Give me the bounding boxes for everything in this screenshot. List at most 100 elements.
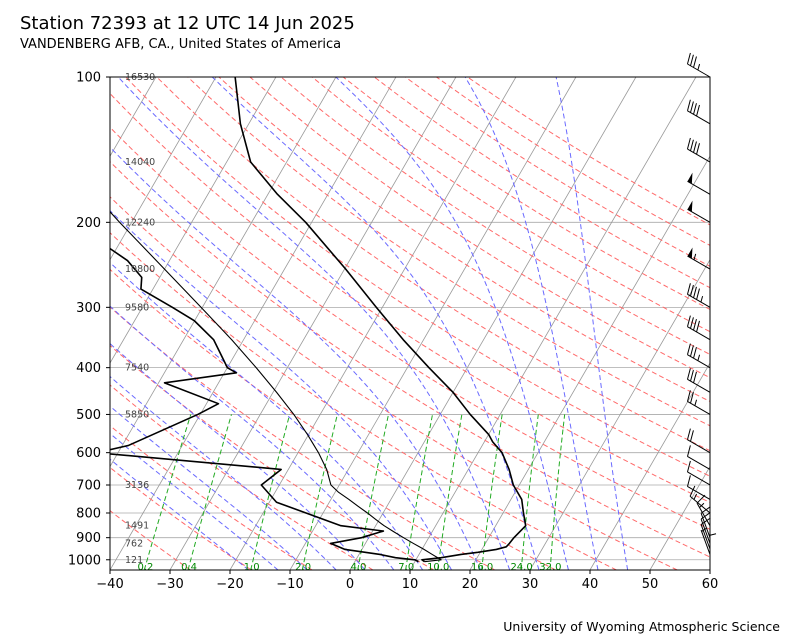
- y-tick-label: 500: [76, 408, 101, 423]
- y-tick-label: 400: [76, 361, 101, 376]
- parcel-profile-line: [110, 210, 442, 563]
- wind-barb-staff: [700, 529, 711, 555]
- dry-adiabat-line: [373, 77, 710, 289]
- x-tick-label: 60: [702, 577, 719, 592]
- wind-barb: [686, 390, 711, 415]
- x-tick-label: −30: [156, 577, 183, 592]
- wind-barb-full: [693, 56, 697, 68]
- wind-barb-staff: [687, 110, 711, 125]
- y-tick-label: 300: [76, 301, 101, 316]
- wind-barb: [686, 283, 711, 308]
- wind-barb: [709, 533, 717, 560]
- wind-barb: [686, 445, 711, 470]
- mixing-ratio-label: 0.2: [137, 562, 153, 573]
- y-tick-label: 1000: [68, 553, 101, 568]
- wind-barb: [700, 527, 711, 555]
- wind-barb-full: [686, 475, 691, 487]
- isotherm-line: [0, 77, 96, 570]
- isotherm-line: [469, 155, 710, 570]
- x-tick-label: 20: [462, 577, 479, 592]
- wind-barb-staff: [687, 354, 711, 369]
- wind-barb: [686, 99, 711, 125]
- y-tick-label: 700: [76, 478, 101, 493]
- wind-barb-full: [693, 371, 697, 383]
- dry-adiabat-line: [187, 77, 710, 427]
- wind-barb-full: [686, 315, 691, 327]
- moist-adiabat-line: [110, 432, 279, 570]
- y-tick-label: 900: [76, 531, 101, 546]
- mixing-ratio-label: 16.0: [471, 562, 493, 573]
- dry-adiabat-line: [280, 77, 710, 355]
- dewpoint-profile-line: [110, 247, 419, 563]
- moist-adiabat-line: [110, 458, 249, 570]
- moist-adiabat-line: [117, 77, 511, 570]
- wind-barb-staff: [687, 456, 711, 470]
- wind-barb-full: [686, 445, 691, 457]
- y-tick-label: 800: [76, 506, 101, 521]
- dry-adiabat-line: [110, 306, 495, 570]
- height-label: 5850: [125, 409, 149, 420]
- wind-barb: [686, 343, 711, 369]
- height-label: 1491: [125, 521, 149, 532]
- x-tick-label: 10: [402, 577, 419, 592]
- wind-barb-staff: [687, 208, 711, 223]
- wind-barb-staff: [687, 439, 711, 454]
- wind-barb-half: [693, 253, 697, 261]
- mixing-ratio-label: 10.0: [427, 562, 449, 573]
- moist-adiabat-line: [110, 146, 482, 570]
- wind-barb-staff: [687, 326, 711, 341]
- mixing-ratio-line: [143, 414, 192, 570]
- profile-layer: [110, 77, 527, 563]
- wind-barb-full: [696, 288, 700, 300]
- wind-barb-half: [701, 527, 708, 532]
- isotherm-line: [409, 77, 697, 570]
- wind-barb-full: [690, 369, 694, 382]
- x-tick-label: 0: [346, 577, 354, 592]
- dry-adiabat-line: [110, 466, 252, 570]
- wind-barb-staff: [687, 293, 711, 308]
- wind-barb-staff: [687, 378, 711, 393]
- dry-adiabat-line: [110, 196, 678, 570]
- mixing-ratio-label: 7.0: [398, 562, 414, 573]
- height-label: 762: [125, 538, 143, 549]
- isotherm-line: [229, 77, 517, 570]
- dry-adiabat-line: [342, 77, 710, 311]
- mixing-ratio-label: 2.0: [295, 562, 311, 573]
- moist-adiabat-line: [335, 77, 569, 570]
- temperature-profile-line: [234, 77, 527, 563]
- dry-adiabat-line: [110, 510, 191, 570]
- credit-text: University of Wyoming Atmospheric Scienc…: [503, 619, 780, 634]
- dry-adiabat-line: [110, 232, 617, 570]
- wind-barb-full: [686, 390, 691, 402]
- wind-barb-staff: [700, 518, 711, 544]
- wind-barb-half: [694, 399, 698, 406]
- isotherm-line: [589, 362, 710, 570]
- isotherm-line: [110, 77, 277, 364]
- mixing-ratio-line: [520, 414, 539, 570]
- x-tick-label: −10: [276, 577, 303, 592]
- wind-barb: [686, 428, 711, 454]
- y-tick-label: 200: [76, 216, 101, 231]
- wind-barb-full: [690, 430, 694, 442]
- dry-adiabat-line: [156, 77, 710, 452]
- moist-adiabat-line: [211, 77, 540, 570]
- height-label: 12240: [125, 217, 155, 228]
- height-label: 10800: [125, 264, 155, 275]
- wind-barb: [687, 247, 711, 270]
- wind-barb-full: [690, 101, 694, 113]
- x-tick-label: −20: [216, 577, 243, 592]
- wind-barb-pennant: [687, 247, 693, 259]
- wind-barb-staff: [687, 63, 711, 78]
- wind-barb-full: [690, 139, 694, 151]
- wind-barb-half: [697, 354, 701, 361]
- chart-title: Station 72393 at 12 UTC 14 Jun 2025: [20, 13, 355, 34]
- wind-barb-full: [696, 104, 700, 117]
- wind-barb-staff: [700, 513, 711, 538]
- wind-barb-full: [693, 103, 697, 115]
- isotherm-line: [110, 77, 337, 468]
- mixing-ratio-label: 32.0: [539, 562, 561, 573]
- mixing-ratio-line: [405, 414, 433, 570]
- x-tick-label: 30: [522, 577, 539, 592]
- wind-barb-half: [709, 533, 717, 536]
